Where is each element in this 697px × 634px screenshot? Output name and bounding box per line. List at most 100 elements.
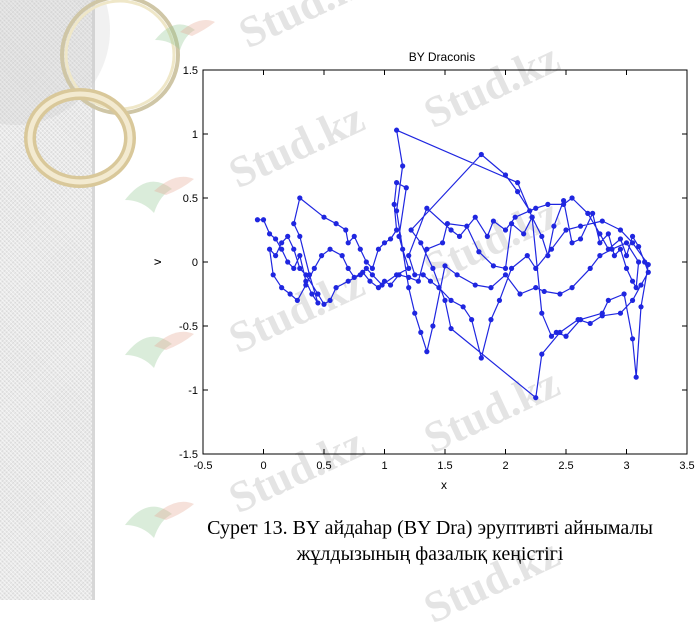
data-point <box>396 272 402 278</box>
decorative-rings <box>0 0 180 188</box>
data-point <box>508 221 515 227</box>
data-point <box>524 253 530 259</box>
data-point <box>456 233 463 239</box>
data-point <box>545 253 551 259</box>
x-tick-label: -0.5 <box>194 460 213 472</box>
data-point <box>279 246 285 252</box>
data-point <box>560 197 567 204</box>
data-point <box>273 253 279 259</box>
data-point <box>345 240 351 246</box>
data-point <box>297 253 303 259</box>
data-point <box>418 329 424 335</box>
chart-title: BY Draconis <box>409 50 475 64</box>
data-point <box>512 214 518 220</box>
y-tick-label: -1.5 <box>179 449 198 461</box>
data-point <box>551 223 557 229</box>
data-point <box>321 301 327 307</box>
data-point <box>645 269 651 275</box>
data-point <box>629 297 636 303</box>
data-point <box>533 395 539 401</box>
data-point <box>260 217 267 223</box>
data-point <box>587 265 593 271</box>
data-point <box>605 231 611 237</box>
data-point <box>502 272 509 278</box>
data-point <box>488 285 494 291</box>
data-point <box>430 323 436 329</box>
caption-line: жұлдызының фазалық кеңістігі <box>296 543 564 565</box>
data-point <box>623 240 630 246</box>
data-point <box>351 274 357 280</box>
data-point <box>597 253 603 259</box>
data-point <box>351 233 357 239</box>
data-point <box>291 246 297 252</box>
data-point <box>478 355 484 361</box>
data-point <box>488 317 494 323</box>
data-point <box>418 240 424 246</box>
data-point <box>396 233 402 239</box>
data-point <box>394 127 400 133</box>
data-point <box>420 272 426 278</box>
data-point <box>375 246 382 252</box>
data-point <box>529 214 535 220</box>
data-point <box>442 297 448 303</box>
data-point <box>548 333 555 339</box>
data-point <box>448 325 454 332</box>
data-point <box>400 246 406 252</box>
data-point <box>448 297 454 303</box>
data-point <box>533 285 539 291</box>
data-point <box>408 227 414 233</box>
data-point <box>273 236 279 242</box>
data-point <box>436 285 442 291</box>
x-tick-label: 0 <box>260 460 266 472</box>
data-point <box>327 246 333 252</box>
data-point <box>517 291 523 297</box>
data-point <box>357 246 363 252</box>
data-point <box>577 236 584 242</box>
data-point <box>424 349 430 355</box>
plot-frame <box>202 69 688 455</box>
data-point <box>363 259 369 265</box>
data-point <box>306 272 313 278</box>
data-point <box>287 291 293 297</box>
y-tick-label: 1.5 <box>183 65 198 77</box>
data-point <box>394 208 400 214</box>
data-point <box>587 320 593 327</box>
data-point <box>502 172 509 178</box>
data-point <box>563 227 569 233</box>
data-point <box>545 201 551 207</box>
data-point <box>623 265 630 271</box>
data-point <box>460 304 466 310</box>
data-point <box>285 259 291 265</box>
y-tick-label: 0.5 <box>183 193 198 205</box>
data-point <box>476 249 482 255</box>
data-point <box>533 205 539 211</box>
x-tick-label: 1.5 <box>437 460 452 472</box>
phase-space-chart: BY Draconis -0.5 0 0.5 1 1.5 2 2.5 3 3.5 1.5 1 0.5… <box>150 50 695 492</box>
data-point <box>297 233 303 239</box>
data-point <box>303 278 309 284</box>
data-point <box>590 210 596 216</box>
data-point <box>636 259 642 265</box>
x-tick-label: 3.5 <box>679 460 694 472</box>
data-point <box>629 278 636 284</box>
data-point <box>406 265 412 271</box>
data-point <box>617 227 624 233</box>
data-point <box>575 317 581 323</box>
x-tick-label: 2.5 <box>558 460 573 472</box>
data-point <box>599 313 605 319</box>
data-point <box>291 265 297 271</box>
data-point <box>387 282 394 288</box>
data-point <box>521 231 527 237</box>
data-point <box>448 227 454 233</box>
y-tick-label: -1 <box>188 385 198 397</box>
y-axis-label: v <box>150 259 164 265</box>
data-point <box>315 300 321 306</box>
data-point <box>311 265 317 271</box>
data-point <box>394 227 400 233</box>
data-point <box>415 278 421 284</box>
data-point <box>609 246 615 252</box>
data-point <box>424 246 430 252</box>
series-line <box>257 129 649 399</box>
data-point <box>363 265 369 271</box>
data-point <box>285 233 291 239</box>
